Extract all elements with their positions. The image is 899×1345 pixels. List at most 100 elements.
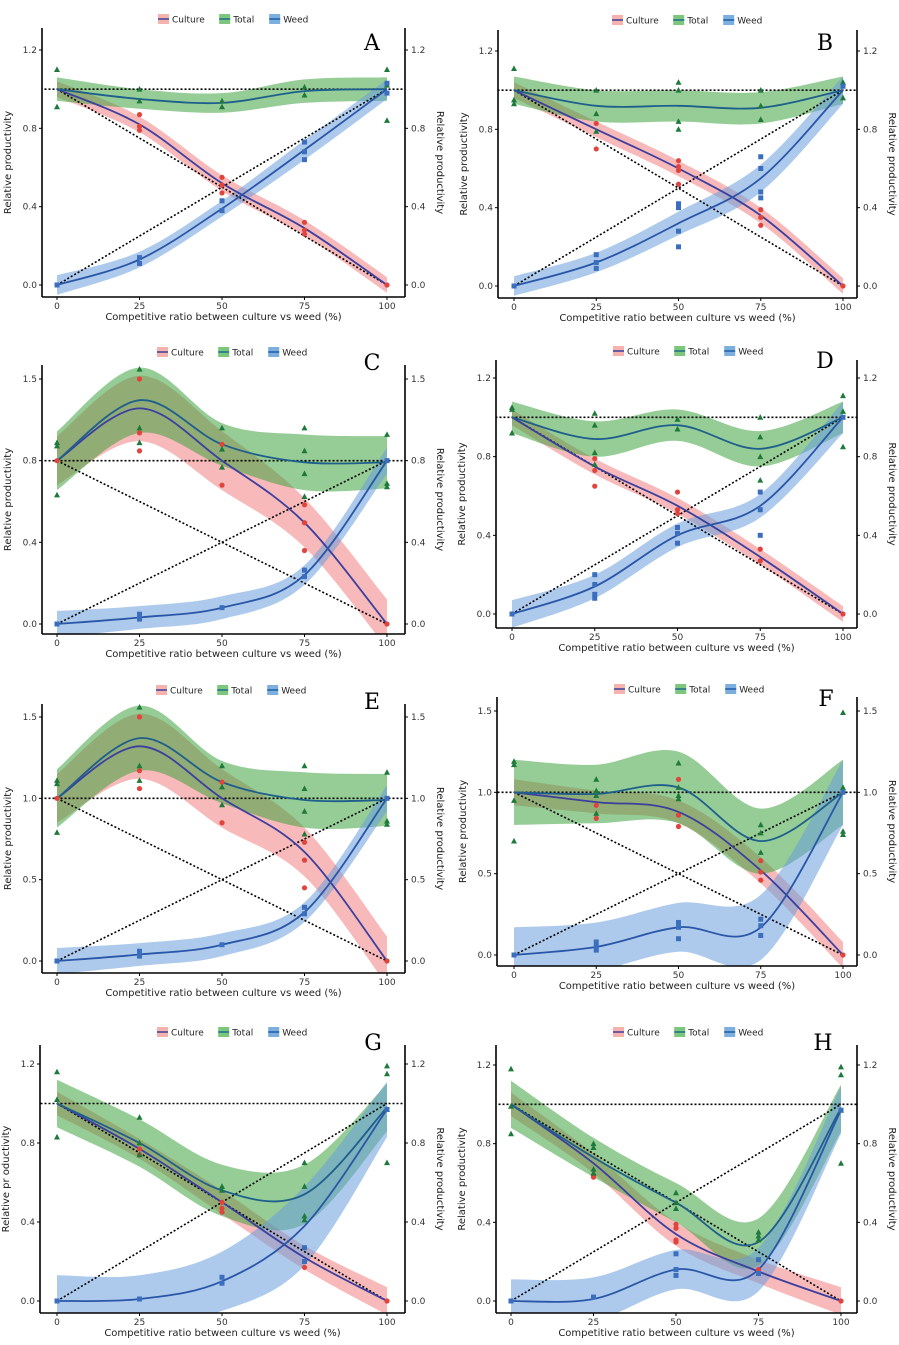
y-axis-title-right: Relative productivity: [434, 1127, 445, 1230]
x-tick-label: 25: [134, 978, 145, 988]
plot-area: [498, 65, 857, 296]
data-point-total: [384, 821, 390, 827]
ci-band-weed: [57, 447, 387, 634]
x-axis-title: Competitive ratio between culture vs wee…: [105, 649, 341, 660]
data-point-culture: [674, 507, 681, 513]
x-axis-title: Competitive ratio between culture vs wee…: [558, 643, 794, 654]
legend-key-culture: Culture: [156, 685, 203, 697]
ci-band-culture: [514, 82, 843, 294]
data-point-culture: [758, 214, 764, 221]
data-point-weed: [219, 1274, 225, 1280]
data-point-weed: [593, 265, 599, 271]
panel-letter: B: [817, 31, 833, 56]
y-tick-label-left: 1.5: [478, 707, 492, 717]
data-point-weed: [592, 595, 598, 601]
y-tick-label-right: 1.2: [863, 374, 877, 384]
fit-line-culture: [56, 407, 388, 625]
x-axis-title: Competitive ratio between culture vs wee…: [104, 1328, 340, 1339]
y-tick-label-right: 0.0: [863, 610, 878, 620]
y-axis-title-right: Relative productivity: [886, 442, 897, 545]
y-tick-label-right: 1.5: [411, 375, 425, 385]
x-tick-label: 0: [508, 1318, 514, 1328]
legend-key-culture: Culture: [613, 346, 660, 358]
ci-band-weed: [57, 79, 387, 295]
data-point-culture: [54, 795, 60, 801]
data-point-culture: [675, 158, 682, 164]
ci-band-weed: [514, 759, 843, 966]
ci-band-weed: [57, 785, 387, 973]
data-point-total: [511, 758, 517, 764]
y-tick-label-left: 0.0: [23, 281, 38, 291]
data-point-total: [675, 759, 682, 766]
y-tick-label-right: 0.4: [411, 203, 426, 213]
x-tick-label: 75: [755, 633, 766, 643]
x-tick-label: 0: [54, 639, 60, 649]
x-tick-label: 0: [54, 1318, 60, 1328]
data-point-total: [508, 1065, 514, 1072]
ci-band-weed: [57, 1081, 387, 1313]
data-point-total: [301, 1212, 308, 1219]
y-tick-label-left: 1.2: [21, 1060, 35, 1070]
data-point-weed: [508, 1298, 514, 1304]
y-tick-label-left: 0.8: [23, 124, 38, 134]
fit-line-total: [511, 416, 844, 450]
data-point-culture: [301, 231, 308, 237]
y-axis-title-right: Relative productivity: [886, 780, 897, 883]
legend-label: Weed: [738, 348, 763, 358]
data-point-weed: [758, 932, 764, 938]
data-point-weed: [302, 1259, 307, 1264]
data-point-total: [590, 1140, 597, 1147]
data-point-total: [757, 102, 764, 109]
reference-line: [56, 797, 388, 962]
data-point-weed: [592, 582, 598, 587]
data-point-weed: [302, 1245, 307, 1251]
chart-panel-d: 0.0 0.0 0.4 0.4 0.8 0.8 1.2 1.2 0 25 50 75 100 Compet…: [457, 346, 897, 654]
data-point-weed: [593, 947, 599, 953]
data-point-weed: [757, 532, 763, 538]
chart-panel-h: 0.0 0.0 0.4 0.4 0.8 0.8 1.2 1.2 0 25 50 75 100 Compet…: [457, 1027, 897, 1339]
data-point-weed: [673, 1272, 679, 1278]
data-point-culture: [136, 785, 143, 792]
data-point-culture: [219, 1199, 225, 1205]
data-point-culture: [758, 207, 764, 213]
legend-label: Weed: [283, 16, 308, 26]
data-point-weed: [838, 1107, 844, 1113]
panel-letter: E: [364, 690, 380, 715]
plot-area: [42, 704, 404, 973]
data-point-weed: [592, 572, 598, 578]
data-point-culture: [675, 776, 682, 782]
plot-area: [497, 709, 857, 966]
y-tick-label-right: 1.0: [863, 788, 878, 798]
data-point-total: [840, 79, 846, 85]
y-tick-label-right: 1.0: [411, 794, 426, 804]
data-point-culture: [838, 1298, 844, 1304]
x-axis-title: Competitive ratio between culture vs wee…: [559, 313, 795, 324]
data-point-culture: [592, 483, 598, 489]
fit-line-total: [510, 1103, 842, 1247]
data-point-weed: [757, 507, 763, 513]
data-point-culture: [840, 611, 846, 617]
data-point-total: [757, 116, 764, 122]
legend-key-culture: Culture: [612, 15, 659, 27]
data-point-weed: [676, 201, 681, 207]
data-point-total: [54, 491, 60, 498]
y-tick-label-left: 0.4: [477, 1218, 492, 1228]
data-point-total: [838, 1160, 844, 1166]
data-point-weed: [592, 591, 598, 597]
data-point-weed: [219, 605, 225, 611]
data-point-culture: [301, 839, 308, 845]
data-point-weed: [840, 414, 846, 420]
chart-panel-g: 0.0 0.0 0.4 0.4 0.8 0.8 1.2 1.2 0 25 50 75 100 Compet…: [1, 1027, 445, 1339]
data-point-total: [384, 66, 390, 72]
data-point-culture: [757, 546, 763, 552]
data-point-weed: [302, 157, 307, 163]
x-tick-label: 25: [589, 633, 600, 643]
ci-band-total: [511, 1080, 841, 1269]
y-tick-label-left: 0.0: [21, 1297, 36, 1307]
data-point-total: [511, 96, 517, 103]
data-point-total: [675, 795, 682, 802]
legend-key-total: Total: [218, 347, 253, 359]
data-point-weed: [593, 944, 599, 950]
legend-label: Culture: [628, 686, 661, 696]
